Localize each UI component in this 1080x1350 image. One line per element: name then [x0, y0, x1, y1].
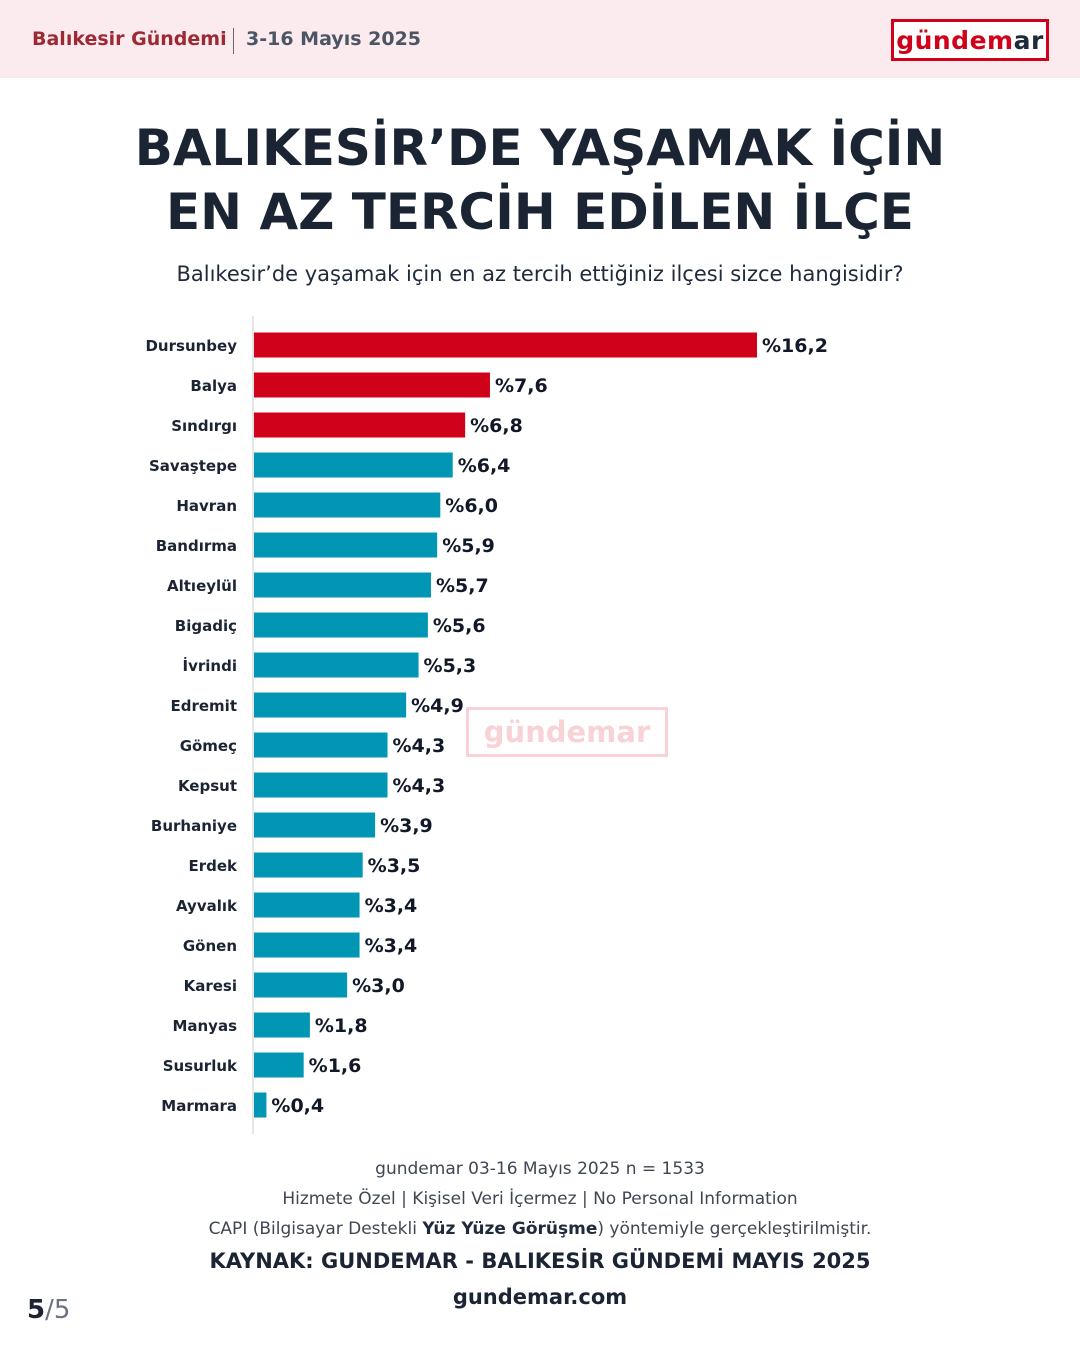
category-label: İvrindi — [183, 656, 237, 675]
brand-logo: gündem ar — [891, 19, 1049, 61]
value-label: %7,6 — [495, 375, 548, 397]
value-label: %1,8 — [315, 1015, 368, 1037]
bar — [254, 732, 388, 758]
footer-source: KAYNAK: GUNDEMAR - BALIKESİR GÜNDEMİ MAY… — [209, 1249, 871, 1273]
category-label: Burhaniye — [151, 817, 237, 835]
bar — [254, 412, 466, 438]
value-label: %6,8 — [470, 415, 523, 437]
value-label: %3,4 — [365, 895, 418, 917]
category-label: Savaştepe — [149, 457, 237, 475]
bar — [254, 972, 348, 998]
category-label: Gönen — [183, 937, 237, 955]
bar — [254, 652, 419, 678]
value-label: %5,7 — [436, 575, 489, 597]
value-label: %3,5 — [368, 855, 421, 877]
category-label: Marmara — [161, 1097, 237, 1115]
footer-website: gundemar.com — [452, 1285, 628, 1309]
category-label: Gömeç — [180, 737, 237, 755]
value-label: %5,3 — [424, 655, 477, 677]
title-line-2: EN AZ TERCİH EDİLEN İLÇE — [166, 183, 914, 241]
bar — [254, 932, 360, 958]
category-label: Manyas — [172, 1017, 237, 1035]
footer-privacy-note: Hizmete Özel | Kişisel Veri İçermez | No… — [282, 1189, 798, 1209]
title-line-1: BALIKESİR’DE YAŞAMAK İÇİN — [134, 119, 946, 177]
category-label: Ayvalık — [176, 897, 238, 915]
value-label: %3,0 — [352, 975, 405, 997]
value-label: %6,4 — [458, 455, 511, 477]
value-label: %3,4 — [365, 935, 418, 957]
watermark-logo: gündemar — [466, 707, 668, 757]
category-label: Edremit — [171, 697, 238, 715]
value-label: %5,6 — [433, 615, 486, 637]
bar — [254, 372, 490, 398]
category-label: Karesi — [184, 977, 237, 995]
value-label: %0,4 — [271, 1095, 324, 1117]
category-label: Dursunbey — [145, 337, 237, 355]
survey-period: 3-16 Mayıs 2025 — [246, 28, 422, 50]
category-label: Susurluk — [163, 1057, 238, 1075]
bar — [254, 812, 376, 838]
category-label: Bandırma — [156, 537, 237, 555]
method-text-a: CAPI (Bilgisayar Destekli — [208, 1219, 423, 1239]
page-title: BALIKESİR’DE YAŞAMAK İÇİN EN AZ TERCİH E… — [0, 116, 1080, 244]
value-label: %1,6 — [309, 1055, 362, 1077]
page-current: 5 — [27, 1295, 46, 1325]
bar — [254, 492, 441, 518]
page-separator: / — [45, 1295, 54, 1325]
bar — [254, 612, 428, 638]
bar — [254, 332, 757, 358]
value-label: %4,3 — [393, 735, 446, 757]
bar-chart: Dursunbey %16,2 Balya %7,6 Sındırgı %6,8 Savaş… — [145, 332, 828, 1118]
logo-text-suffix: ar — [1013, 25, 1044, 55]
bar — [254, 1052, 304, 1078]
category-label: Sındırgı — [171, 417, 237, 435]
bar — [254, 452, 453, 478]
bar — [254, 572, 431, 598]
bar — [254, 852, 363, 878]
category-label: Bigadiç — [175, 617, 237, 635]
bar — [254, 1092, 267, 1118]
category-label: Havran — [176, 497, 237, 515]
category-label: Erdek — [188, 857, 238, 875]
page-total: 5 — [53, 1295, 71, 1325]
value-label: %5,9 — [442, 535, 495, 557]
category-label: Balya — [190, 377, 237, 395]
value-label: %4,3 — [393, 775, 446, 797]
bar — [254, 1012, 310, 1038]
header-divider — [233, 28, 234, 54]
method-text-bold: Yüz Yüze Görüşme — [422, 1219, 598, 1239]
page-indicator: 5/5 — [27, 1295, 70, 1325]
footer-method-note: CAPI (Bilgisayar Destekli Yüz Yüze Görüş… — [0, 1219, 1080, 1239]
category-label: Altıeylül — [167, 577, 237, 595]
chart-axis-line — [252, 316, 254, 1134]
bar — [254, 532, 438, 558]
value-label: %3,9 — [380, 815, 433, 837]
value-label: %16,2 — [762, 335, 828, 357]
value-label: %6,0 — [445, 495, 498, 517]
logo-text-main: gündem — [896, 25, 1014, 55]
bar — [254, 892, 360, 918]
survey-question: Balıkesir’de yaşamak için en az tercih e… — [176, 262, 904, 286]
value-label: %4,9 — [411, 695, 464, 717]
footer-sample-info: gundemar 03-16 Mayıs 2025 n = 1533 — [375, 1159, 705, 1179]
bar — [254, 772, 388, 798]
report-name: Balıkesir Gündemi — [32, 28, 227, 50]
bar — [254, 692, 407, 718]
category-label: Kepsut — [178, 777, 237, 795]
method-text-c: ) yöntemiyle gerçekleştirilmiştir. — [597, 1219, 872, 1239]
